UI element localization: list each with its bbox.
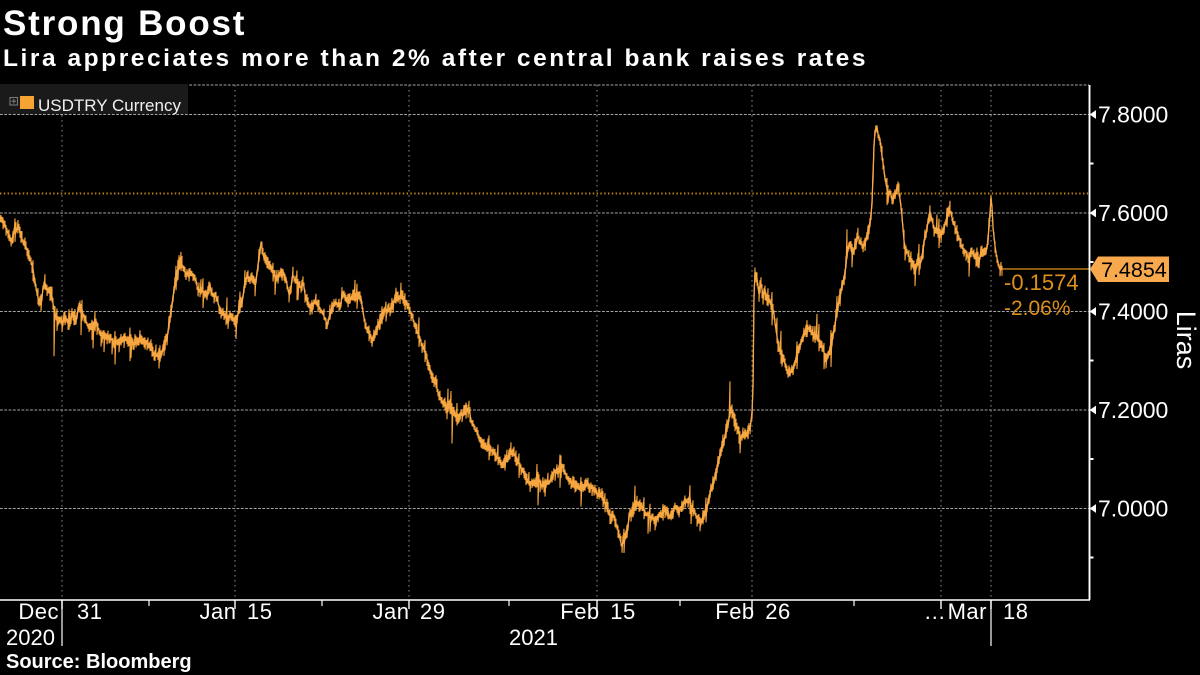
svg-text:7.8000: 7.8000 — [1098, 102, 1168, 128]
svg-text:Source: Bloomberg: Source: Bloomberg — [6, 651, 192, 673]
svg-text:-2.06%: -2.06% — [1004, 297, 1071, 320]
svg-text:2021: 2021 — [509, 625, 558, 650]
svg-text:…: … — [924, 599, 947, 624]
svg-text:Mar: Mar — [948, 599, 987, 624]
svg-text:7.0000: 7.0000 — [1098, 496, 1168, 522]
svg-text:2020: 2020 — [6, 625, 55, 650]
svg-text:7.6000: 7.6000 — [1098, 200, 1168, 226]
svg-text:31: 31 — [77, 599, 102, 624]
svg-text:18: 18 — [1003, 599, 1028, 624]
svg-text:7.2000: 7.2000 — [1098, 397, 1168, 423]
svg-text:7.4000: 7.4000 — [1098, 299, 1168, 325]
svg-text:USDTRY Currency: USDTRY Currency — [38, 96, 181, 115]
svg-text:Jan 29: Jan 29 — [372, 599, 445, 624]
svg-text:Feb 26: Feb 26 — [715, 599, 791, 624]
svg-text:Lira appreciates more than 2%: Lira appreciates more than 2% after cent… — [3, 45, 868, 72]
svg-text:Feb 15: Feb 15 — [560, 599, 636, 624]
svg-text:7.4854: 7.4854 — [1101, 258, 1167, 282]
svg-text:-0.1574: -0.1574 — [1004, 270, 1079, 295]
svg-text:Jan 15: Jan 15 — [199, 599, 272, 624]
svg-text:Dec: Dec — [18, 599, 59, 624]
svg-text:Strong Boost: Strong Boost — [3, 4, 246, 43]
svg-text:Liras: Liras — [1171, 311, 1200, 370]
